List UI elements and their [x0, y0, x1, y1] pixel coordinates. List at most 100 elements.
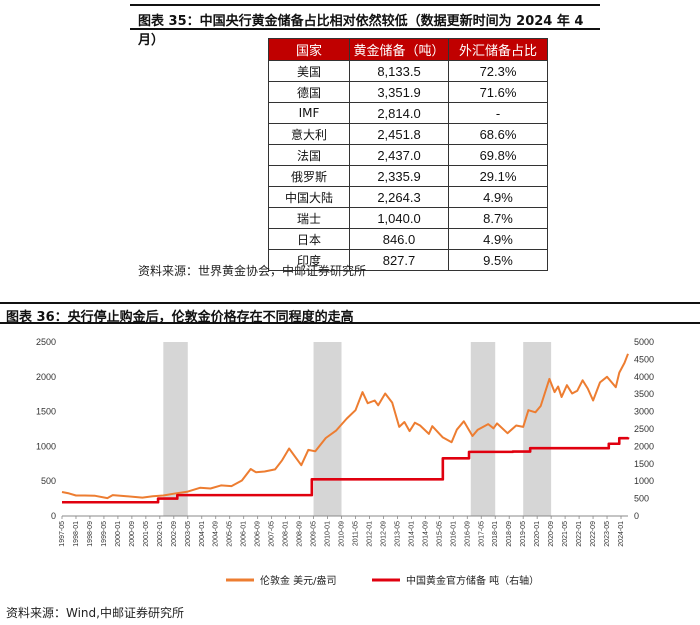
x-tick-label: 2022-01 [576, 521, 583, 547]
cell-country: IMF [268, 102, 350, 124]
table-row: 中国大陆 2,264.3 4.9% [268, 186, 548, 208]
table-row: 美国 8,133.5 72.3% [268, 60, 548, 82]
cell-country: 意大利 [268, 123, 350, 145]
header-reserve: 黄金储备（吨） [349, 38, 449, 61]
x-tick-label: 2010-01 [325, 521, 332, 547]
legend-label-gold-price: 伦敦金 美元/盎司 [260, 574, 337, 587]
x-tick-label: 2014-01 [408, 521, 415, 547]
cell-share: 4.9% [448, 186, 548, 208]
cell-reserve: 2,335.9 [349, 165, 449, 187]
cell-reserve: 827.7 [349, 249, 449, 271]
right-tick-label: 3500 [634, 389, 654, 399]
table-body: 美国 8,133.5 72.3% 德国 3,351.9 71.6% IMF 2,814.0- 意… [268, 60, 548, 271]
x-tick-label: 2006-01 [241, 521, 248, 547]
table-row: 法国 2,437.0 69.8% [268, 144, 548, 166]
table-row: 德国 3,351.9 71.6% [268, 81, 548, 103]
x-tick-label: 2013-05 [394, 521, 401, 547]
right-tick-label: 1000 [634, 476, 654, 486]
table-row: IMF 2,814.0- [268, 102, 548, 124]
cell-country: 法国 [268, 144, 350, 166]
x-tick-label: 1999-05 [101, 521, 108, 547]
x-tick-label: 2022-09 [590, 521, 597, 547]
x-tick-label: 2023-05 [604, 521, 611, 547]
header-country: 国家 [268, 38, 350, 61]
x-tick-label: 2012-01 [366, 521, 373, 547]
x-tick-label: 2016-09 [464, 521, 471, 547]
right-tick-label: 3000 [634, 407, 654, 417]
cell-country: 德国 [268, 81, 350, 103]
x-tick-label: 2020-01 [534, 521, 541, 547]
right-tick-label: 2000 [634, 441, 654, 451]
table-row: 瑞士 1,040.0 8.7% [268, 207, 548, 229]
x-tick-label: 1998-01 [73, 521, 80, 547]
cell-country: 瑞士 [268, 207, 350, 229]
cell-reserve: 2,814.0 [349, 102, 449, 124]
x-tick-label: 2020-09 [548, 521, 555, 547]
x-tick-label: 2014-09 [422, 521, 429, 547]
table-source: 资料来源：世界黄金协会，中邮证券研究所 [138, 264, 367, 278]
x-tick-label: 2019-05 [520, 521, 527, 547]
x-tick-label: 2010-09 [339, 521, 346, 547]
cell-country: 俄罗斯 [268, 165, 350, 187]
x-tick-label: 2000-01 [115, 521, 122, 547]
x-tick-label: 2017-05 [478, 521, 485, 547]
table-row: 日本 846.0 4.9% [268, 228, 548, 250]
x-tick-label: 2004-01 [199, 521, 206, 547]
x-tick-label: 2002-01 [157, 521, 164, 547]
gold-reserve-table: 国家 黄金储备（吨） 外汇储备占比 美国 8,133.5 72.3% 德国 3,351.… [268, 38, 548, 271]
left-tick-label: 1000 [36, 441, 56, 451]
table-title-bar: 图表 35：中国央行黄金储备占比相对依然较低（数据更新时间为 2024 年 4 … [130, 4, 600, 48]
x-tick-label: 2002-09 [171, 521, 178, 547]
cell-reserve: 2,264.3 [349, 186, 449, 208]
right-tick-label: 1500 [634, 459, 654, 469]
cell-reserve: 2,437.0 [349, 144, 449, 166]
x-tick-label: 2000-09 [129, 521, 136, 547]
cell-share: - [448, 102, 548, 124]
cell-share: 8.7% [448, 207, 548, 229]
cell-reserve: 1,040.0 [349, 207, 449, 229]
x-tick-label: 2007-05 [269, 521, 276, 547]
table-row: 意大利 2,451.8 68.6% [268, 123, 548, 145]
cell-share: 68.6% [448, 123, 548, 145]
china-reserve-series-line [62, 436, 630, 504]
x-tick-label: 2018-01 [492, 521, 499, 547]
table-header-row: 国家 黄金储备（吨） 外汇储备占比 [268, 38, 548, 61]
cell-reserve: 2,451.8 [349, 123, 449, 145]
right-tick-label: 0 [634, 511, 639, 521]
cell-share: 9.5% [448, 249, 548, 271]
chart-title-bar: 图表 36：央行停止购金后，伦敦金价格存在不同程度的走高 [0, 302, 700, 325]
x-tick-label: 2012-09 [380, 521, 387, 547]
left-tick-label: 2000 [36, 372, 56, 382]
cell-share: 71.6% [448, 81, 548, 103]
x-tick-label: 2011-05 [352, 521, 359, 546]
x-tick-label: 2009-05 [311, 521, 318, 547]
cell-share: 29.1% [448, 165, 548, 187]
header-share: 外汇储备占比 [448, 38, 548, 61]
x-tick-label: 2003-05 [185, 521, 192, 547]
x-tick-label: 2024-01 [618, 521, 625, 547]
left-tick-label: 500 [41, 476, 56, 486]
table-row: 俄罗斯 2,335.9 29.1% [268, 165, 548, 187]
left-tick-label: 2500 [36, 337, 56, 347]
x-tick-label: 2016-01 [450, 521, 457, 547]
cell-country: 中国大陆 [268, 186, 350, 208]
x-tick-label: 2004-09 [213, 521, 220, 547]
x-tick-label: 2008-01 [283, 521, 290, 547]
right-tick-label: 2500 [634, 424, 654, 434]
gold-price-chart: 0 500 1000 1500 2000 2500 0 500 1000 1500 2000 2500… [36, 337, 654, 587]
x-tick-label: 2015-05 [436, 521, 443, 547]
right-tick-label: 4500 [634, 354, 654, 364]
x-tick-label: 2008-09 [297, 521, 304, 547]
cell-reserve: 846.0 [349, 228, 449, 250]
cell-share: 69.8% [448, 144, 548, 166]
cell-reserve: 3,351.9 [349, 81, 449, 103]
x-tick-label: 1997-05 [59, 521, 66, 547]
x-tick-label: 2021-05 [562, 521, 569, 547]
table-title: 图表 35：中国央行黄金储备占比相对依然较低（数据更新时间为 2024 年 4 … [138, 14, 584, 48]
cell-share: 4.9% [448, 228, 548, 250]
legend-label-china-reserve: 中国黄金官方储备 吨（右轴） [406, 574, 539, 587]
gold-price-series-line [61, 353, 629, 500]
cell-country: 印度 [268, 249, 350, 271]
shaded-period [163, 342, 188, 516]
chart-source: 资料来源：Wind,中邮证券研究所 [6, 606, 184, 620]
